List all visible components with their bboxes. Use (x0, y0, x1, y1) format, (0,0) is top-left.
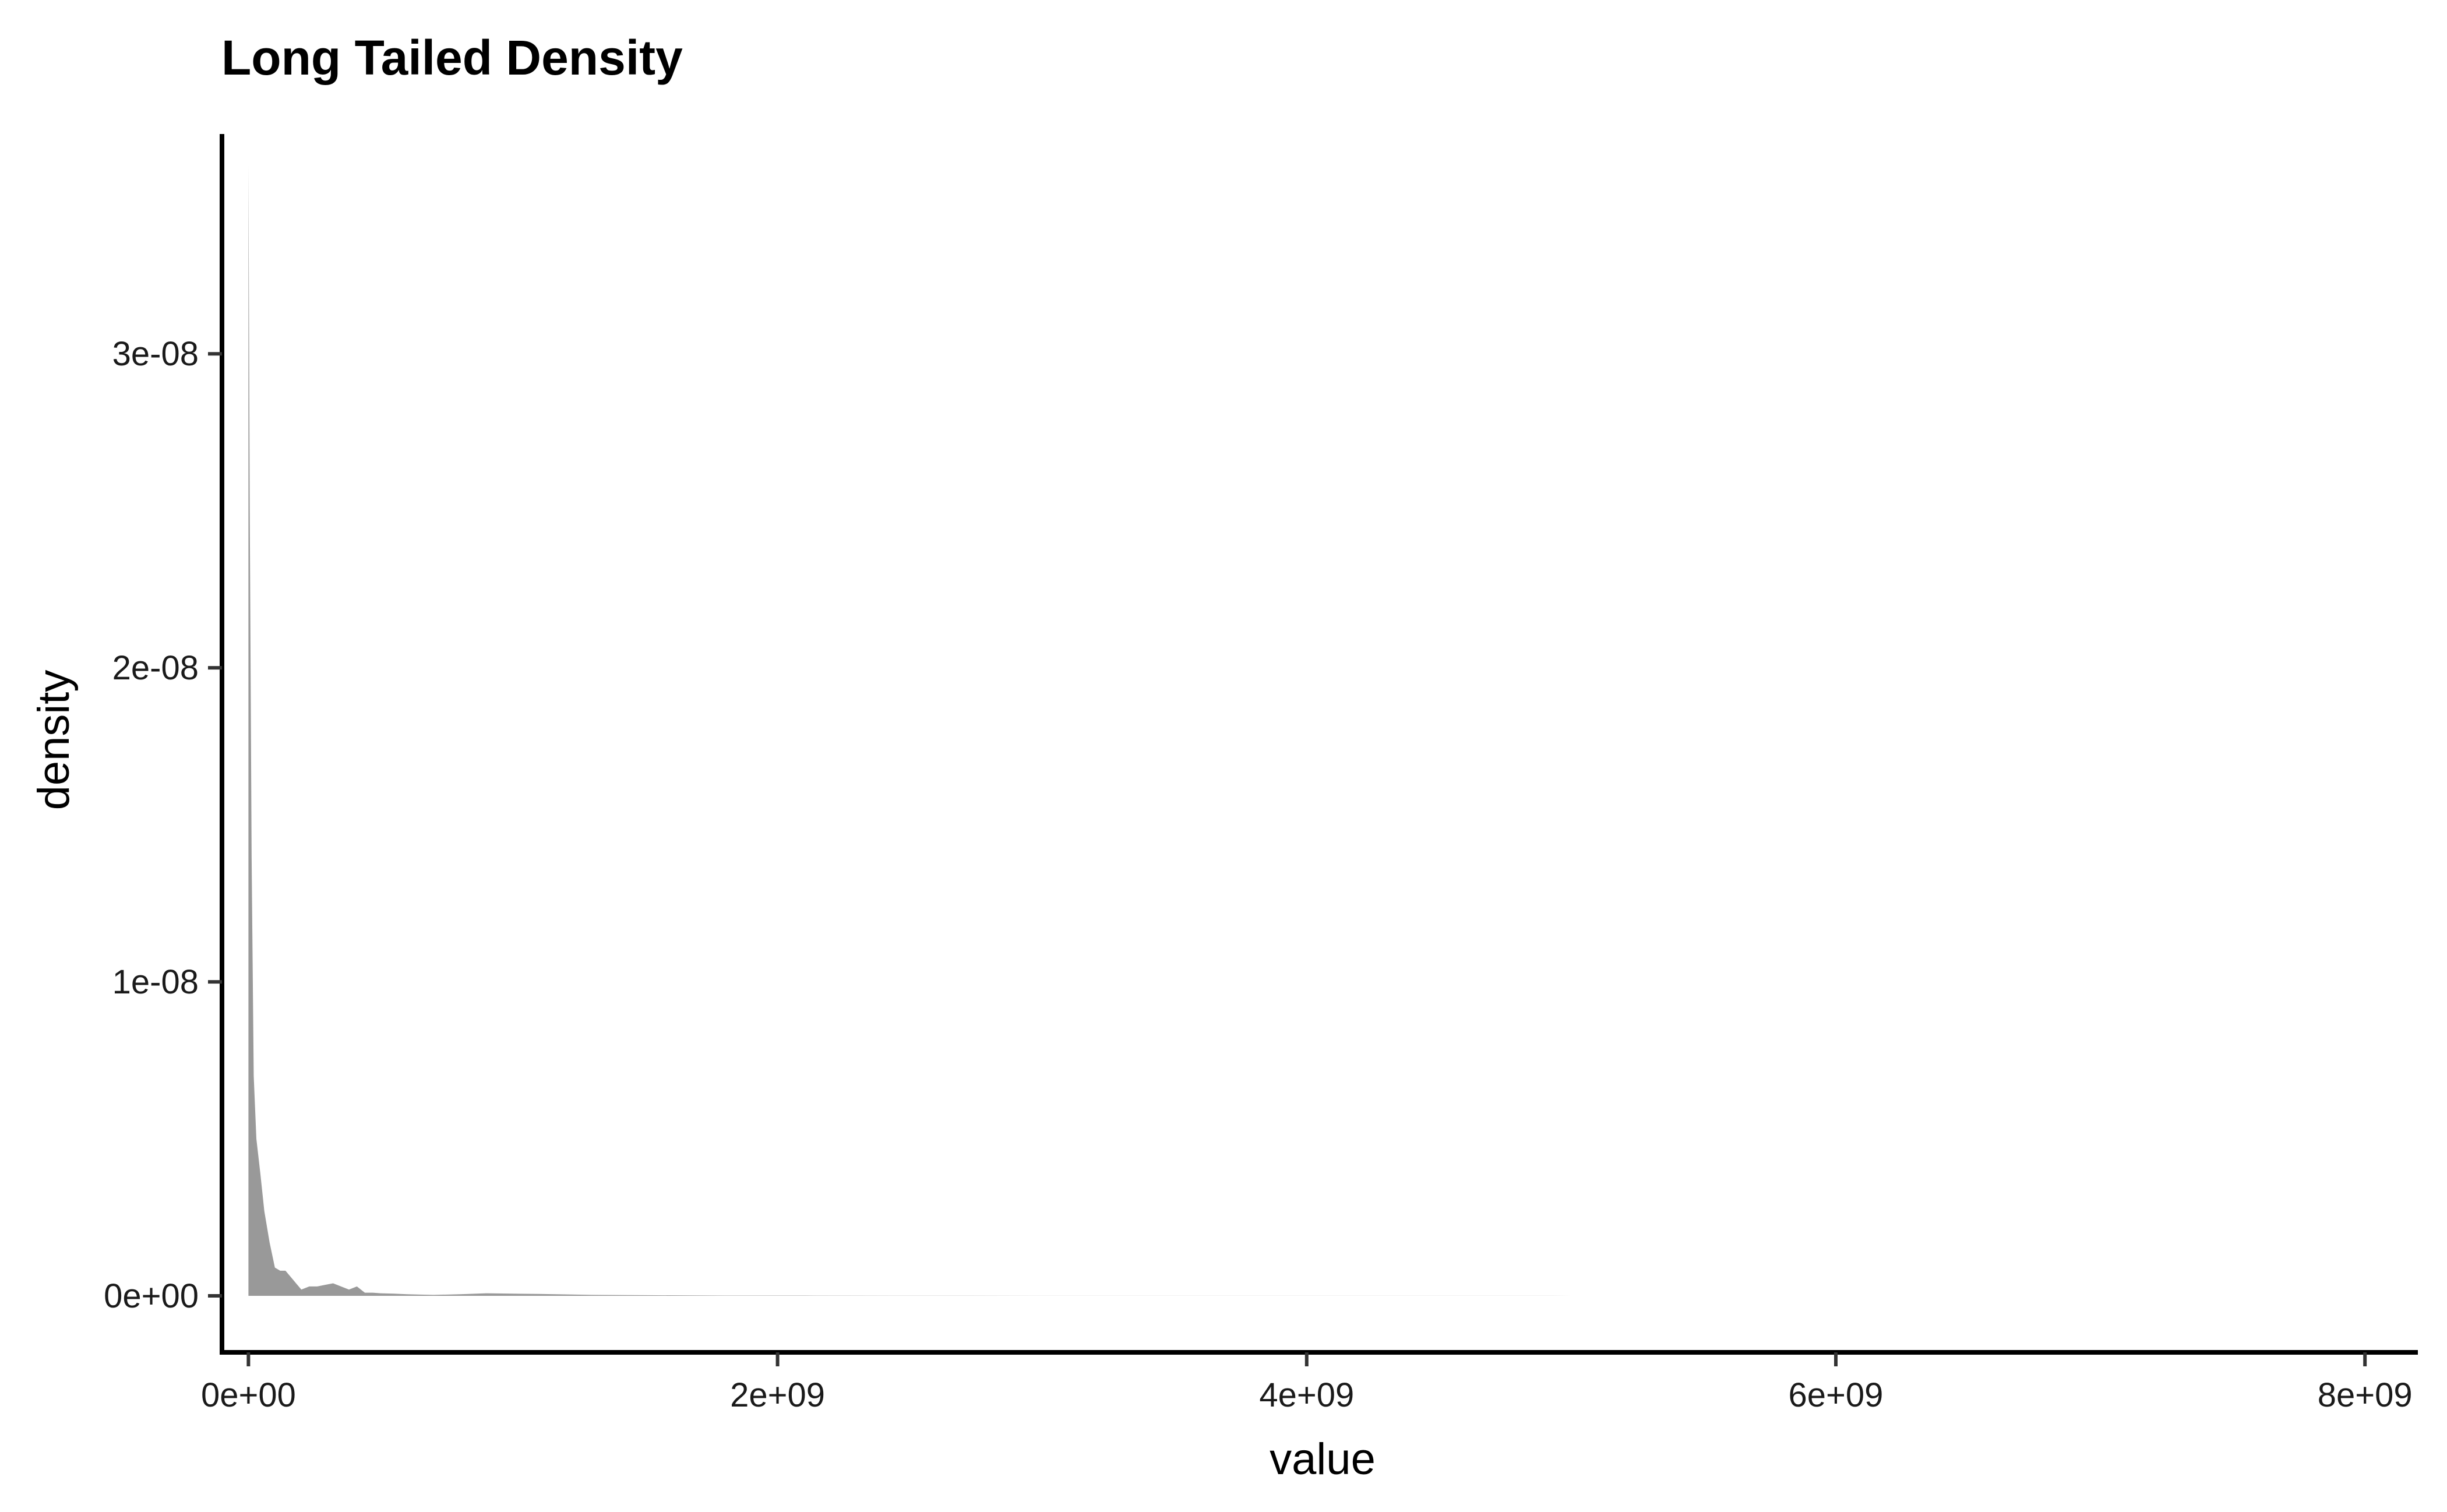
x-tick-label: 8e+09 (2318, 1376, 2413, 1414)
x-tick-label: 0e+00 (201, 1376, 296, 1414)
y-tick-label: 1e-08 (112, 963, 199, 1001)
y-tick-label: 2e-08 (112, 649, 199, 687)
x-tick-label: 6e+09 (1789, 1376, 1884, 1414)
y-axis-ticks: 0e+00 1e-08 2e-08 3e-08 (104, 335, 222, 1315)
y-tick-label: 0e+00 (104, 1277, 199, 1315)
x-axis-title: value (1270, 1435, 1376, 1484)
x-tick-label: 4e+09 (1259, 1376, 1354, 1414)
y-tick-label: 3e-08 (112, 335, 199, 373)
chart-title: Long Tailed Density (221, 30, 683, 85)
x-axis-ticks: 0e+00 2e+09 4e+09 6e+09 8e+09 (201, 1352, 2413, 1414)
y-axis-title: density (29, 670, 79, 810)
x-tick-label: 2e+09 (730, 1376, 825, 1414)
